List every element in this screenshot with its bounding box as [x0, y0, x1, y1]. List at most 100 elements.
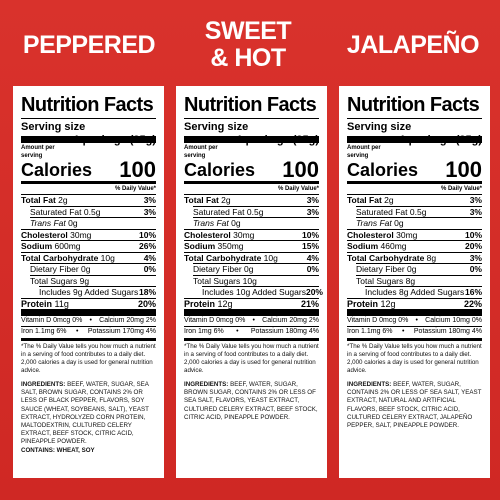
divider-medium	[21, 181, 156, 184]
added-sugars-label: Includes 8g Added Sugars	[365, 287, 465, 297]
sodium-dv: 15%	[301, 241, 319, 251]
vitamin-row: Vitamin D 0mcg 0% • Calcium 10mg 0%	[347, 317, 482, 324]
total-fat-label: Total Fat	[184, 195, 219, 205]
fiber-row: Dietary Fiber 0g 0%	[30, 263, 156, 275]
trans-fat-label: Trans Fat	[356, 218, 392, 228]
calcium: Calcium 20mg 2%	[99, 317, 156, 324]
cholesterol-value: 30mg	[396, 229, 418, 240]
protein-label: Protein	[347, 298, 379, 309]
fiber-row: Dietary Fiber 0g 0%	[356, 263, 482, 275]
sat-fat-label: Saturated Fat	[193, 206, 245, 217]
divider-medium	[21, 338, 156, 341]
nutrition-facts-title: Nutrition Facts	[21, 94, 154, 116]
protein-value: 12g	[217, 298, 233, 309]
daily-value-header: % Daily Value*	[277, 186, 319, 192]
vitamin-d: Vitamin D 0mcg 0%	[21, 317, 83, 324]
fiber-label: Dietary Fiber	[30, 264, 79, 274]
total-fat-value: 2g	[384, 195, 394, 205]
ingredients: INGREDIENTS: BEEF, WATER, SUGAR, SEA SAL…	[21, 381, 156, 455]
nutrition-facts-title: Nutrition Facts	[347, 94, 480, 116]
fiber-row: Dietary Fiber 0g 0%	[193, 263, 319, 275]
divider-thick	[184, 136, 319, 143]
sugars-value: 10g	[242, 275, 257, 286]
total-fat-dv: 3%	[143, 195, 156, 205]
sugars-label: Total Sugars	[30, 275, 78, 286]
allergen-statement: CONTAINS: WHEAT, SOY	[21, 446, 95, 454]
carb-row: Total Carbohydrate 10g 4%	[21, 251, 156, 264]
carb-value: 8g	[426, 252, 437, 263]
protein-row: Protein 12g 22%	[347, 297, 482, 310]
calories-row: Calories 100	[347, 157, 482, 182]
fiber-value: 0g	[407, 264, 417, 274]
mineral-row: Iron 1.1mg 6% • Potassium 180mg 4%	[347, 326, 482, 335]
sat-fat-dv: 3%	[143, 206, 156, 217]
sugars-value: 8g	[405, 275, 416, 286]
divider-medium	[347, 181, 482, 184]
carb-value: 10g	[263, 252, 278, 263]
total-fat-value: 2g	[221, 195, 231, 205]
serving-label: Serving size	[184, 121, 249, 133]
iron: Iron 1.1mg 6%	[347, 328, 393, 335]
carb-dv: 4%	[306, 252, 319, 263]
carb-value: 10g	[100, 252, 115, 263]
iron: Iron 1mg 6%	[184, 328, 224, 335]
total-fat-dv: 3%	[469, 195, 482, 205]
protein-row: Protein 12g 21%	[184, 297, 319, 310]
calcium: Calcium 10mg 0%	[425, 317, 482, 324]
sodium-label: Sodium	[347, 241, 379, 251]
divider	[21, 118, 156, 119]
fiber-label: Dietary Fiber	[193, 264, 242, 274]
fiber-value: 0g	[81, 264, 91, 274]
divider-medium	[184, 181, 319, 184]
divider-thick	[347, 309, 482, 316]
fiber-label: Dietary Fiber	[356, 264, 405, 274]
sat-fat-value: 0.5g	[246, 206, 264, 217]
trans-fat-value: 0g	[68, 218, 78, 228]
added-sugars-label: Includes 10g Added Sugars	[202, 287, 306, 297]
calories-value: 100	[282, 157, 319, 182]
trans-fat-label: Trans Fat	[193, 218, 229, 228]
calories-value: 100	[445, 157, 482, 182]
total-fat-dv: 3%	[306, 195, 319, 205]
carb-label: Total Carbohydrate	[184, 252, 262, 263]
cholesterol-dv: 10%	[464, 229, 482, 240]
calories-row: Calories 100	[184, 157, 319, 182]
cholesterol-value: 30mg	[70, 229, 92, 240]
sodium-dv: 20%	[464, 241, 482, 251]
trans-fat-row: Trans Fat 0g	[356, 217, 482, 229]
sodium-value: 460mg	[380, 241, 407, 251]
sat-fat-label: Saturated Fat	[356, 206, 408, 217]
fiber-dv: 0%	[143, 264, 156, 274]
flavor-title-jalapeno: JALAPEÑO	[346, 30, 480, 59]
sodium-row: Sodium 350mg 15%	[184, 240, 319, 252]
potassium: Potassium 180mg 4%	[413, 328, 482, 335]
cholesterol-dv: 10%	[301, 229, 319, 240]
sat-fat-row: Saturated Fat 0.5g 3%	[356, 205, 482, 218]
divider	[347, 118, 482, 119]
protein-label: Protein	[184, 298, 216, 309]
sat-fat-row: Saturated Fat 0.5g 3%	[30, 205, 156, 218]
daily-value-header: % Daily Value*	[440, 186, 482, 192]
serving-label: Serving size	[347, 121, 412, 133]
serving-label: Serving size	[21, 121, 86, 133]
total-fat-value: 2g	[58, 195, 68, 205]
vitamin-d: Vitamin D 0mcg 0%	[347, 317, 409, 324]
cholesterol-row: Cholesterol 30mg 10%	[347, 228, 482, 241]
sugars-row: Total Sugars 9g	[30, 274, 156, 287]
total-fat-row: Total Fat 2g 3%	[184, 194, 319, 206]
calcium: Calcium 20mg 2%	[262, 317, 319, 324]
added-sugars-dv: 20%	[305, 287, 323, 297]
amount-per-serving: Amount per serving	[347, 145, 381, 159]
sugars-label: Total Sugars	[193, 275, 241, 286]
sugars-row: Total Sugars 10g	[193, 274, 319, 287]
cholesterol-row: Cholesterol 30mg 10%	[184, 228, 319, 241]
added-sugars-dv: 16%	[464, 287, 482, 297]
daily-value-footnote: *The % Daily Value tells you how much a …	[21, 343, 156, 374]
cholesterol-label: Cholesterol	[347, 229, 394, 240]
daily-value-footnote: *The % Daily Value tells you how much a …	[184, 343, 319, 374]
flavor-title-sweet-hot: SWEET & HOT	[204, 17, 292, 72]
sugars-label: Total Sugars	[356, 275, 404, 286]
protein-label: Protein	[21, 298, 53, 309]
fiber-dv: 0%	[306, 264, 319, 274]
nutrition-facts-title: Nutrition Facts	[184, 94, 317, 116]
